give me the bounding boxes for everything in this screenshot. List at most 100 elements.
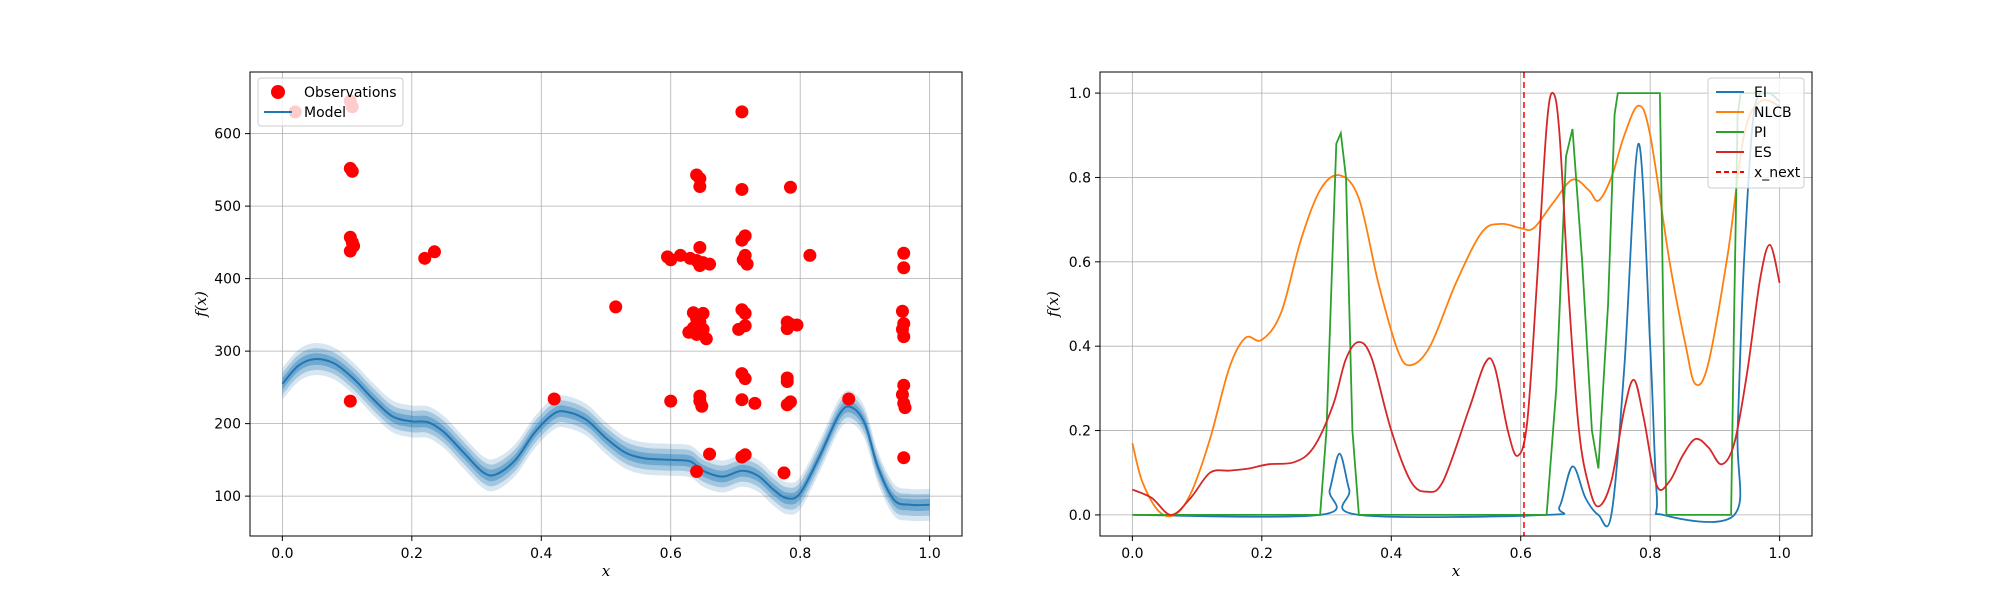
observation-point [748,396,762,410]
series-line-es [1132,91,1781,516]
observation-point [783,180,797,194]
observation-point [842,392,856,406]
chart1-legend-nlcb-label: NLCB [1754,105,1792,121]
observation-point [803,248,817,262]
chart1-x-tick-label: 1.0 [1769,546,1791,562]
chart0-x-axis-label: x [602,562,611,580]
observation-point [895,304,909,318]
series-line-pi [1132,92,1780,516]
chart0-grid [250,72,962,536]
chart0-y-tick-label: 300 [214,344,241,360]
observation-point [897,451,911,465]
chart0-legend-model-label: Model [304,105,346,121]
chart1-legend-pi-label: PI [1754,125,1767,141]
observation-point [735,393,749,407]
chart1-legend-es-label: ES [1754,145,1772,161]
chart0-x-tick-label: 0.2 [401,546,423,562]
observation-point [418,251,432,265]
chart1-y-tick-label: 1.0 [1069,86,1091,102]
chart1-series-lines [1131,91,1781,528]
chart1-legend-ei-label: EI [1754,85,1767,101]
observation-point [897,261,911,275]
chart1-x-tick-label: 0.2 [1251,546,1273,562]
chart0-legend: Observations Model [257,77,404,127]
observation-point [738,319,752,333]
observation-point [345,164,359,178]
chart0-y-axis-label: f(x) [192,291,210,318]
chart0-x-tick-label: 0.0 [271,546,293,562]
chart1-legend-x-next-label: x_next [1754,165,1801,181]
observation-point [427,245,441,259]
chart1-y-ticks: 0.0 0.2 0.4 0.6 0.8 1.0 [1069,86,1100,524]
observation-point [777,466,791,480]
observation-point [740,257,754,271]
chart1-y-tick-label: 0.6 [1069,255,1091,271]
chart0-x-tick-label: 1.0 [919,546,941,562]
chart0-x-ticks: 0.0 0.2 0.4 0.6 0.8 1.0 [271,536,941,562]
observation-point [738,372,752,386]
chart1-axes-frame [1099,71,1813,537]
observation-point [703,257,717,271]
chart0-y-tick-label: 200 [214,417,241,433]
observation-point [735,105,749,119]
observation-point [699,332,713,346]
observation-point [343,244,357,258]
observation-point [898,401,912,415]
chart1-x-tick-label: 0.6 [1510,546,1532,562]
chart0-y-tick-label: 100 [214,489,241,505]
model-confidence-band [282,343,930,522]
chart0-y-tick-label: 400 [214,272,241,288]
observation-point [695,399,709,413]
chart0-x-tick-label: 0.6 [660,546,682,562]
chart0-legend-observations-label: Observations [304,85,397,101]
chart1-legend: EI NLCB PI ES x_next [1707,77,1805,189]
chart0-y-ticks: 100 200 300 400 500 600 [214,127,250,505]
observation-point [897,246,911,260]
chart0-legend-observations-marker [271,85,285,99]
observation-point [690,464,704,478]
chart1-x-axis-label: x [1452,562,1461,580]
observation-point [780,375,794,389]
observation-point [780,398,794,412]
observation-point [735,182,749,196]
chart0-x-tick-label: 0.8 [789,546,811,562]
observation-point [738,229,752,243]
model-confidence-band [282,348,930,517]
chart1-y-tick-label: 0.4 [1069,339,1091,355]
series-line-nlcb [1131,99,1780,518]
chart0-y-tick-label: 500 [214,199,241,215]
observation-point [609,300,623,314]
chart1-legend-box [1707,77,1805,189]
chart0-y-tick-label: 600 [214,127,241,143]
chart0-model-band [282,343,930,522]
chart1-x-tick-label: 0.0 [1121,546,1143,562]
chart0-x-tick-label: 0.4 [530,546,552,562]
chart1-x-tick-label: 0.8 [1639,546,1661,562]
chart1-x-ticks: 0.0 0.2 0.4 0.6 0.8 1.0 [1121,536,1791,562]
chart1-grid [1100,72,1812,536]
observation-point [780,322,794,336]
chart0-observation-points [288,94,912,480]
chart1-y-tick-label: 0.8 [1069,170,1091,186]
observation-point [693,240,707,254]
model-mean-line [281,358,930,507]
observation-point [693,180,707,194]
observation-point [664,394,678,408]
observation-point [664,253,678,267]
observation-point [703,447,717,461]
chart1-x-tick-label: 0.4 [1380,546,1402,562]
observation-point [735,450,749,464]
observation-point [343,394,357,408]
chart-acquisition-functions: 0.0 0.2 0.4 0.6 0.8 1.0 0.00.20.40.60.81.0 x … [1044,71,1813,580]
chart0-legend-box [257,77,404,127]
chart0-model-line [281,358,930,507]
chart1-y-tick-label: 0.0 [1069,508,1091,524]
observation-point [547,392,561,406]
observation-point [738,306,752,320]
chart1-y-axis-label: f(x) [1044,291,1062,318]
chart0-axes-frame [249,71,963,537]
model-confidence-band [282,353,930,511]
observation-point [897,330,911,344]
